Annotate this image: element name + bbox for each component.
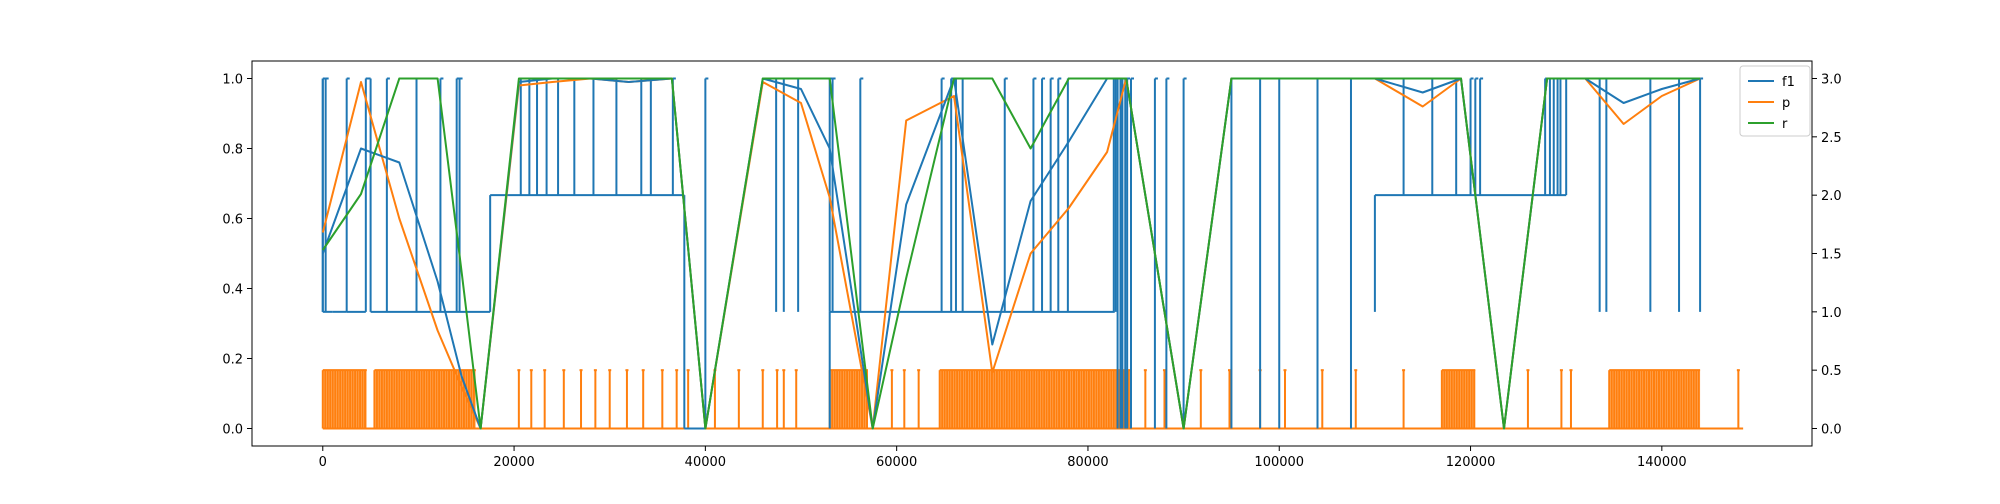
y2-tick-label: 0.5 bbox=[1821, 364, 1842, 379]
x-tick-label: 60000 bbox=[876, 455, 917, 470]
x-tick-label: 100000 bbox=[1254, 455, 1304, 470]
y2-tick-label: 3.0 bbox=[1821, 73, 1842, 88]
x-tick-label: 140000 bbox=[1637, 455, 1687, 470]
x-tick-label: 40000 bbox=[685, 455, 726, 470]
y2-tick-label: 2.0 bbox=[1821, 189, 1842, 204]
y-tick-label: 0.0 bbox=[222, 423, 243, 438]
y2-tick-label: 2.5 bbox=[1821, 131, 1842, 146]
y-tick-label: 1.0 bbox=[222, 73, 243, 88]
axes: 0 20000 40000 60000 80000 100000 120000 140000 0… bbox=[222, 60, 1842, 470]
x-tick-label: 120000 bbox=[1446, 455, 1496, 470]
y2-tick-label: 0.0 bbox=[1821, 423, 1842, 438]
legend-label-r: r bbox=[1782, 117, 1788, 132]
y-tick-label: 0.2 bbox=[222, 353, 243, 368]
y-tick-label: 0.4 bbox=[222, 283, 243, 298]
x-tick-label: 20000 bbox=[493, 455, 534, 470]
x-tick-label: 0 bbox=[319, 455, 327, 470]
legend-label-p: p bbox=[1782, 96, 1790, 111]
y2-tick-label: 1.5 bbox=[1821, 248, 1842, 263]
y2-tick-label: 1.0 bbox=[1821, 306, 1842, 321]
legend-box bbox=[1739, 65, 1811, 137]
x-tick-label: 80000 bbox=[1067, 455, 1108, 470]
y-tick-label: 0.6 bbox=[222, 213, 243, 228]
legend-label-f1: f1 bbox=[1782, 75, 1795, 90]
y-tick-label: 0.8 bbox=[222, 143, 243, 158]
p2-spike-series bbox=[321, 369, 1740, 429]
plot-area bbox=[321, 77, 1744, 430]
series-line-r bbox=[321, 77, 1701, 430]
legend: f1 pr bbox=[1739, 65, 1811, 137]
